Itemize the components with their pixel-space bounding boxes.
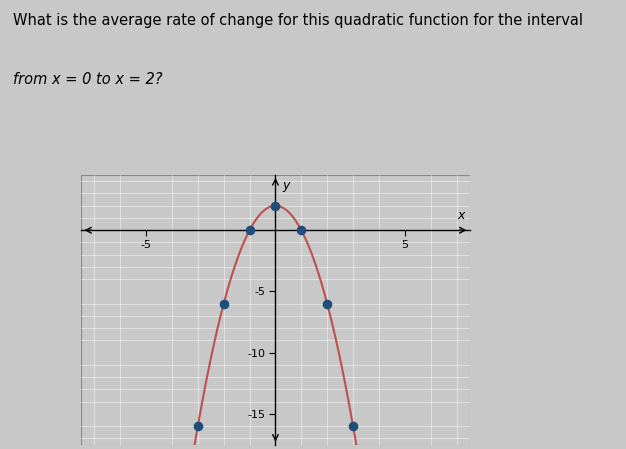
Point <box>348 423 358 430</box>
Point <box>296 227 306 234</box>
Point <box>245 227 255 234</box>
Text: What is the average rate of change for this quadratic function for the interval: What is the average rate of change for t… <box>13 13 583 28</box>
Point <box>193 423 203 430</box>
Text: from x = 0 to x = 2?: from x = 0 to x = 2? <box>13 72 162 87</box>
Text: y: y <box>282 179 289 192</box>
Point <box>322 300 332 307</box>
Point <box>270 202 280 209</box>
Point <box>218 300 228 307</box>
Text: x: x <box>457 209 464 222</box>
